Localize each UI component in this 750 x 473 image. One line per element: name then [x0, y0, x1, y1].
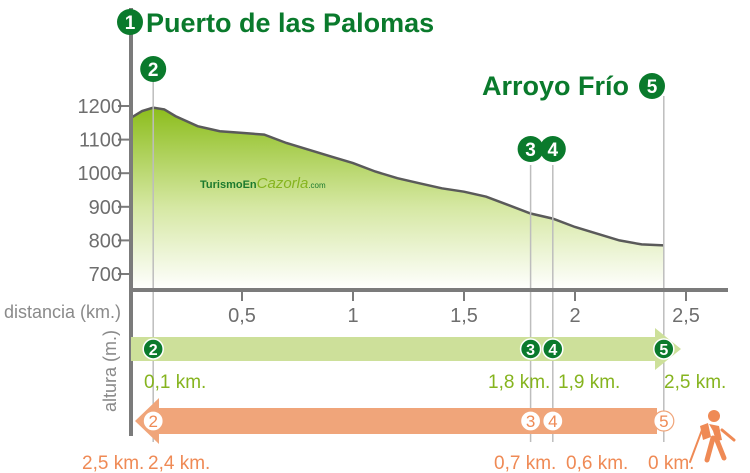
- forward-distance-label: 0,1 km.: [144, 372, 206, 393]
- elevation-profile-line: [130, 106, 664, 247]
- return-distance-label: 2,4 km.: [148, 453, 210, 473]
- forward-distance-label: 2,5 km.: [664, 372, 726, 393]
- waypoint-number-top: 3: [525, 140, 536, 161]
- forward-distance-label: 1,9 km.: [558, 372, 620, 393]
- waypoint-marker-top: [140, 56, 167, 82]
- x-tick-label: 2,5: [672, 305, 700, 327]
- y-tick-label: 1100: [79, 130, 122, 152]
- x-tick-label: 1: [347, 305, 358, 327]
- elevation-area: [131, 107, 664, 290]
- waypoint-number-return: 5: [659, 412, 668, 431]
- waypoint-number-forward: 2: [149, 342, 158, 359]
- forward-distance-label: 1,8 km.: [488, 372, 550, 393]
- waypoint-number-top: 2: [148, 60, 159, 81]
- waypoint-marker-top: [517, 136, 544, 162]
- return-distance-label: 0 km.: [648, 453, 694, 473]
- y-tick-label: 800: [89, 230, 122, 252]
- waypoint-number-forward: 5: [659, 342, 668, 359]
- waypoint-number-return: 2: [148, 412, 157, 431]
- return-distance-label: 0,7 km.: [494, 453, 556, 473]
- waypoint-number-return: 4: [548, 412, 557, 431]
- x-tick-label: 2: [569, 305, 580, 327]
- y-tick-label: 1200: [78, 96, 123, 118]
- waypoint-marker-return: [542, 410, 564, 432]
- waypoint-number-top: 4: [548, 140, 559, 161]
- waypoint-marker-forward: [542, 338, 564, 360]
- waypoint-number-forward: 4: [548, 342, 557, 359]
- x-axis-label: distancia (km.): [4, 302, 121, 322]
- waypoint-number-top: 5: [647, 77, 658, 98]
- waypoint-number-forward: 3: [526, 342, 535, 359]
- start-point-marker: 1: [117, 9, 143, 35]
- watermark: TurismoEnCazorla.com: [200, 175, 326, 192]
- chart-title: Puerto de las Palomas: [146, 8, 434, 38]
- waypoint-marker-top: [639, 73, 665, 99]
- waypoint-marker-return: [142, 410, 164, 432]
- waypoint-number-return: 3: [526, 412, 535, 431]
- start-point-number: 1: [125, 13, 136, 34]
- waypoint-marker-forward: [653, 338, 675, 360]
- x-tick-label: 1,5: [450, 305, 478, 327]
- end-label: Arroyo Frío: [482, 71, 629, 101]
- waypoint-marker-forward: [142, 338, 164, 360]
- return-distance-label: 0,6 km.: [566, 453, 628, 473]
- y-tick-label: 1000: [78, 163, 123, 185]
- hiker-icon: [689, 410, 736, 463]
- y-axis-label: altura (m.): [100, 330, 120, 412]
- forward-route-arrow: [131, 328, 681, 370]
- svg-text:TurismoEnCazorla.com: TurismoEnCazorla.com: [200, 175, 326, 192]
- return-route-arrow: [135, 398, 657, 444]
- waypoint-marker-return: [519, 410, 542, 432]
- waypoint-marker-top: [539, 136, 566, 162]
- y-tick-label: 900: [89, 197, 122, 219]
- x-tick-label: 0,5: [228, 305, 256, 327]
- return-distance-label: 2,5 km.: [82, 453, 144, 473]
- waypoint-marker-forward: [519, 338, 542, 360]
- waypoint-marker-return: [653, 410, 675, 432]
- y-tick-label: 700: [89, 264, 122, 286]
